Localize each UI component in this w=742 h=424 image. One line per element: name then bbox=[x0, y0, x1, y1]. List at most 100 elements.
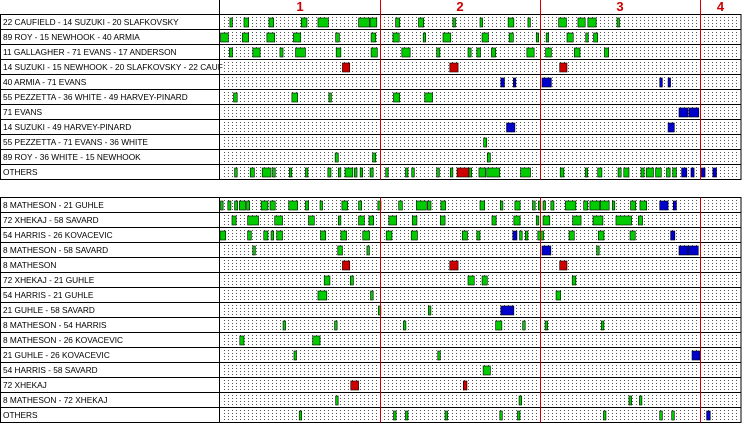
shift-bar-even bbox=[227, 200, 232, 211]
period-label-3: 3 bbox=[616, 0, 623, 14]
shift-bar-pp bbox=[500, 77, 505, 88]
shift-bar-pp bbox=[672, 200, 677, 211]
shift-bar-even bbox=[403, 320, 407, 331]
shift-bar-even bbox=[239, 335, 245, 346]
shift-bar-pp bbox=[701, 167, 706, 178]
shift-bar-even bbox=[261, 167, 272, 178]
shift-bar-pk bbox=[559, 260, 568, 271]
shift-bar-even bbox=[411, 167, 415, 178]
shift-bar-even bbox=[508, 32, 514, 43]
shift-bar-even bbox=[334, 320, 338, 331]
shift-bar-even bbox=[401, 47, 411, 58]
shift-bar-even bbox=[268, 17, 274, 28]
shift-bar-even bbox=[358, 17, 370, 28]
shift-bar-even bbox=[276, 230, 283, 241]
shift-bar-even bbox=[246, 200, 250, 211]
shift-bar-even bbox=[659, 410, 663, 421]
shift-bar-even bbox=[559, 167, 565, 178]
shift-bar-even bbox=[461, 230, 468, 241]
shift-bar-even bbox=[312, 335, 321, 346]
shift-bar-even bbox=[655, 167, 662, 178]
shift-bar-even bbox=[349, 275, 354, 286]
shift-bar-even bbox=[520, 167, 531, 178]
shift-bar-even bbox=[545, 47, 552, 58]
shift-bar-even bbox=[597, 230, 605, 241]
row-label: 54 HARRIS - 26 KOVACEVIC bbox=[3, 230, 113, 240]
shift-bar-even bbox=[571, 275, 577, 286]
shift-bar-even bbox=[532, 200, 536, 211]
shift-bar-pp bbox=[500, 305, 515, 316]
shift-bar-even bbox=[617, 167, 622, 178]
shift-bar-pk bbox=[463, 380, 468, 391]
shift-bar-pp bbox=[659, 77, 663, 88]
shift-bar-pk bbox=[559, 62, 568, 73]
shift-bar-even bbox=[295, 47, 306, 58]
shift-bar-even bbox=[499, 410, 503, 421]
shift-bar-even bbox=[482, 365, 491, 376]
shift-bar-even bbox=[260, 200, 269, 211]
row-label: 72 XHEKAJ - 58 SAVARD bbox=[3, 215, 99, 225]
period-label-4: 4 bbox=[717, 0, 725, 14]
shift-bar-even bbox=[320, 230, 327, 241]
shift-bar-even bbox=[392, 32, 400, 43]
shift-bar-pk bbox=[350, 380, 359, 391]
shift-bar-even bbox=[491, 215, 497, 226]
shift-bar-even bbox=[372, 152, 377, 163]
section-frame-forwards bbox=[0, 14, 742, 180]
shift-bar-even bbox=[247, 215, 259, 226]
row-label: 8 MATHESON - 58 SAVARD bbox=[3, 245, 108, 255]
row-label: 54 HARRIS - 58 SAVARD bbox=[3, 365, 98, 375]
shift-bar-even bbox=[388, 215, 397, 226]
row-label: 22 CAUFIELD - 14 SUZUKI - 20 SLAFKOVSKY bbox=[3, 17, 179, 27]
row-label: 55 PEZZETTA - 36 WHITE - 49 HARVEY-PINAR… bbox=[3, 92, 188, 102]
section-frame-defense bbox=[0, 197, 742, 423]
shift-bar-even bbox=[234, 167, 238, 178]
shift-bar-even bbox=[623, 167, 630, 178]
shift-bar-even bbox=[555, 290, 562, 301]
shift-bar-even bbox=[526, 47, 535, 58]
shift-bar-even bbox=[671, 410, 675, 421]
shift-bar-even bbox=[616, 17, 620, 28]
shift-bar-pk bbox=[449, 62, 459, 73]
row-label: 72 XHEKAJ bbox=[3, 380, 47, 390]
shift-bar-even bbox=[645, 167, 654, 178]
shift-bar-even bbox=[368, 215, 374, 226]
shift-bar-even bbox=[452, 17, 456, 28]
shift-bar-even bbox=[362, 230, 370, 241]
row-label: 11 GALLAGHER - 71 EVANS - 17 ANDERSON bbox=[3, 47, 177, 57]
shift-bar-even bbox=[291, 92, 298, 103]
shift-bar-even bbox=[486, 167, 501, 178]
shift-bar-even bbox=[369, 167, 374, 178]
shift-bar-even bbox=[436, 47, 441, 58]
shift-bar-even bbox=[495, 320, 503, 331]
shift-bar-even bbox=[229, 17, 233, 28]
shift-bar-even bbox=[601, 320, 605, 331]
row-label: 71 EVANS bbox=[3, 107, 43, 117]
shift-bar-even bbox=[393, 92, 401, 103]
shift-bar-even bbox=[274, 215, 283, 226]
shift-bar-even bbox=[535, 215, 540, 226]
shift-bar-even bbox=[525, 230, 529, 241]
shift-bar-even bbox=[437, 350, 441, 361]
shift-bar-even bbox=[395, 17, 401, 28]
shift-bar-even bbox=[305, 167, 309, 178]
shift-bar-even bbox=[263, 230, 269, 241]
shift-bar-even bbox=[405, 410, 409, 421]
shift-bar-even bbox=[398, 200, 403, 211]
shift-bar-even bbox=[252, 245, 256, 256]
shift-bar-even bbox=[507, 17, 515, 28]
shift-bar-even bbox=[449, 167, 454, 178]
shift-bar-even bbox=[577, 17, 586, 28]
shift-bar-even bbox=[411, 215, 418, 226]
shift-bar-pp bbox=[667, 77, 671, 88]
shift-bar-even bbox=[583, 200, 589, 211]
row-label: 72 XHEKAJ - 21 GUHLE bbox=[3, 275, 95, 285]
shift-bar-pp bbox=[688, 245, 699, 256]
shift-bar-even bbox=[393, 410, 397, 421]
shift-bar-pp bbox=[667, 122, 675, 133]
shift-bar-even bbox=[272, 167, 276, 178]
shift-bar-even bbox=[491, 47, 496, 58]
shift-bar-even bbox=[385, 167, 389, 178]
shift-bar-pk bbox=[449, 260, 459, 271]
